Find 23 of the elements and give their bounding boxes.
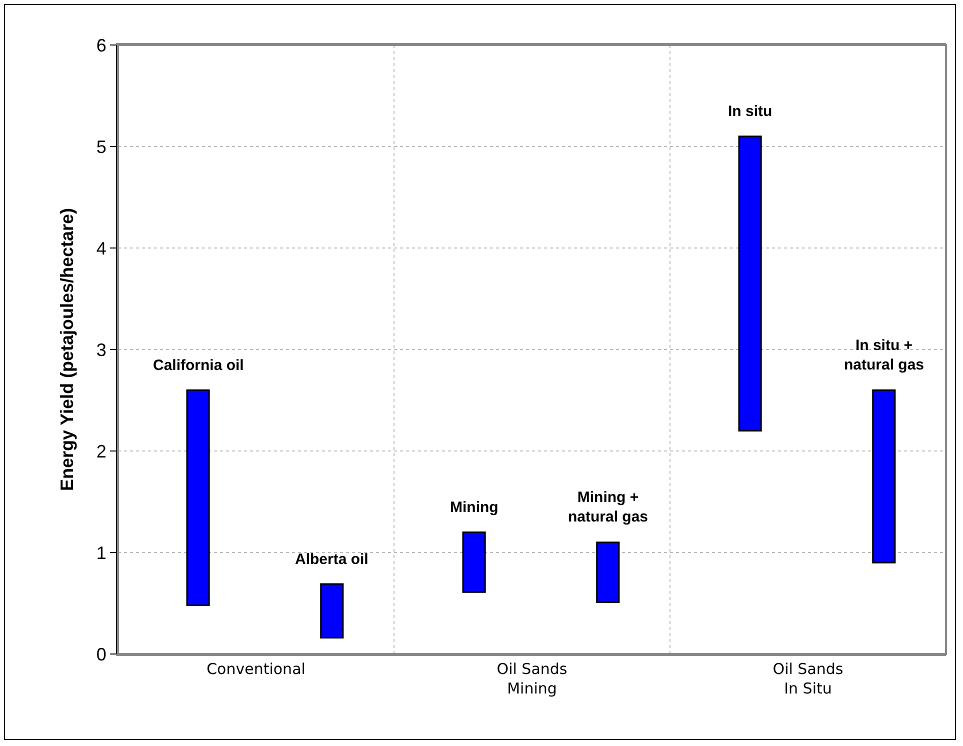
bar xyxy=(186,389,210,606)
y-tick-label: 2 xyxy=(96,441,106,462)
bar xyxy=(872,389,896,564)
y-tick-label: 0 xyxy=(96,644,106,664)
data-label: Mining + natural gas xyxy=(568,489,648,526)
x-tick-label: Oil Sands In Situ xyxy=(772,660,844,698)
data-label: In situ xyxy=(728,103,772,120)
x-tick-label: Oil Sands Mining xyxy=(496,660,568,698)
bar xyxy=(462,531,486,593)
bar xyxy=(596,542,620,603)
y-axis-title: Energy Yield (petajoules/hectare) xyxy=(57,208,78,492)
y-tick-label: 5 xyxy=(96,136,106,157)
bar xyxy=(738,136,762,432)
x-tick-label: Conventional xyxy=(206,660,306,678)
data-label: In situ + natural gas xyxy=(844,337,924,374)
data-label: Mining xyxy=(450,499,498,516)
y-tick-label: 1 xyxy=(96,542,106,563)
data-label: Alberta oil xyxy=(295,551,368,568)
y-tick-label: 4 xyxy=(96,238,106,258)
y-tick-label: 3 xyxy=(96,340,106,360)
bar xyxy=(320,583,344,639)
y-tick-label: 6 xyxy=(96,35,106,56)
data-label: California oil xyxy=(153,357,244,374)
